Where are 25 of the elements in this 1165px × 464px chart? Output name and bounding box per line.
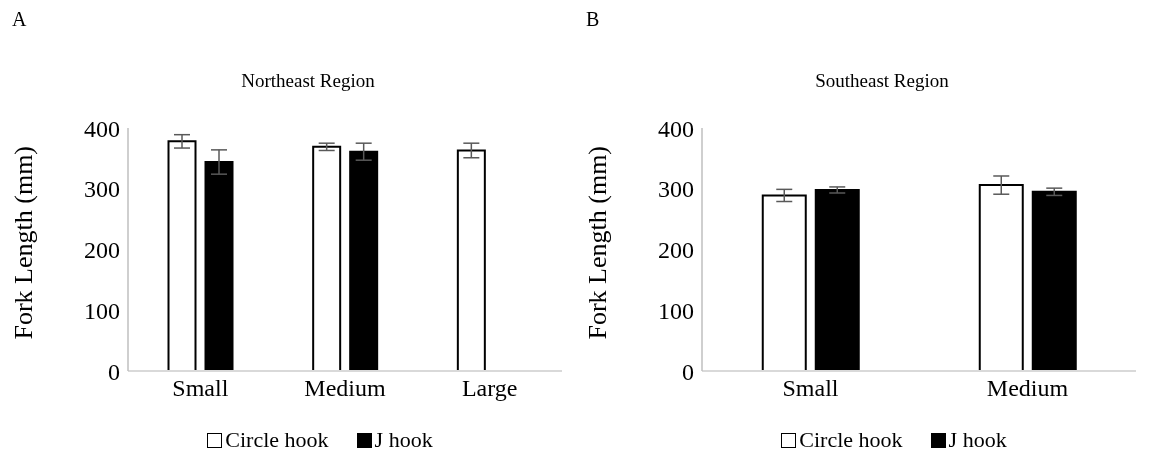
text: B	[586, 8, 600, 31]
y-tick-label: 200	[84, 237, 120, 264]
y-tick-label: 200	[658, 237, 694, 264]
text: A	[12, 8, 27, 31]
y-tick-label: 0	[108, 358, 120, 385]
x-tick-label: Large	[461, 375, 518, 402]
chart-title: Southeast Region	[814, 70, 950, 92]
x-tick-label: Small	[782, 375, 839, 402]
legend-label: J hook	[373, 427, 433, 453]
y-tick-label: 100	[84, 297, 120, 324]
y-tick-label: 400	[658, 115, 694, 142]
y-tick-label: 0	[682, 358, 694, 385]
y-axis-title: Fork Length (mm)	[9, 145, 39, 340]
x-tick-label: Medium	[986, 375, 1069, 402]
y-tick-label: 300	[84, 176, 120, 203]
y-tick-label: 100	[658, 297, 694, 324]
y-tick-label: 300	[658, 176, 694, 203]
y-tick-label: 400	[84, 115, 120, 142]
legend-label: J hook	[947, 427, 1007, 453]
x-tick-label: Medium	[304, 375, 386, 402]
legend-label: Circle hook	[798, 427, 903, 453]
chart-title: Northeast Region	[240, 70, 376, 92]
legend-label: Circle hook	[224, 427, 329, 453]
y-axis-title: Fork Length (mm)	[583, 145, 613, 340]
x-tick-label: Small	[172, 375, 229, 402]
